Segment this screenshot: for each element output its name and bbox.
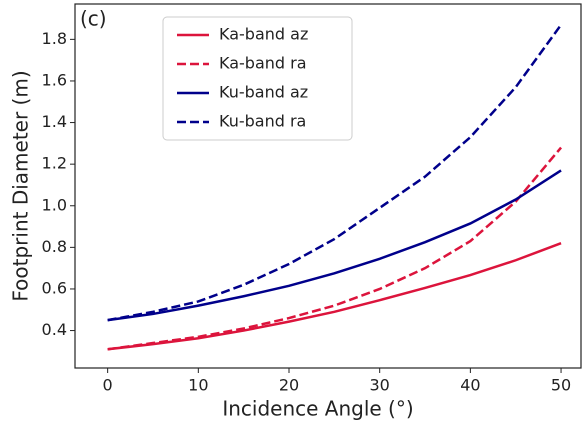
x-axis-label: Incidence Angle (°) [222,397,413,421]
x-tick-label: 40 [460,376,480,395]
line [107,24,563,322]
legend-label: Ka-band az [219,25,308,44]
line [107,242,562,351]
line [107,146,563,351]
legend-label: Ku-band ra [219,112,306,131]
y-tick-label: 0.4 [42,320,67,339]
x-tick-label: 50 [551,376,571,395]
legend-label: Ku-band az [219,83,308,102]
x-tick-label: 10 [188,376,208,395]
legend-label: Ka-band ra [219,54,307,73]
y-tick-label: 1.8 [42,29,67,48]
panel-label: (c) [80,7,107,31]
y-tick-label: 1.0 [42,195,67,214]
y-tick-label: 0.6 [42,278,67,297]
line [107,169,562,322]
legend-box [162,16,353,141]
y-tick-label: 1.4 [42,112,67,131]
y-tick-label: 1.2 [42,154,67,173]
plot-frame [74,3,582,369]
x-tick-label: 30 [370,376,390,395]
x-tick-label: 20 [279,376,299,395]
x-tick-label: 0 [103,376,113,395]
y-tick-label: 1.6 [42,70,67,89]
y-tick-label: 0.8 [42,237,67,256]
y-axis-label: Footprint Diameter (m) [9,70,33,301]
